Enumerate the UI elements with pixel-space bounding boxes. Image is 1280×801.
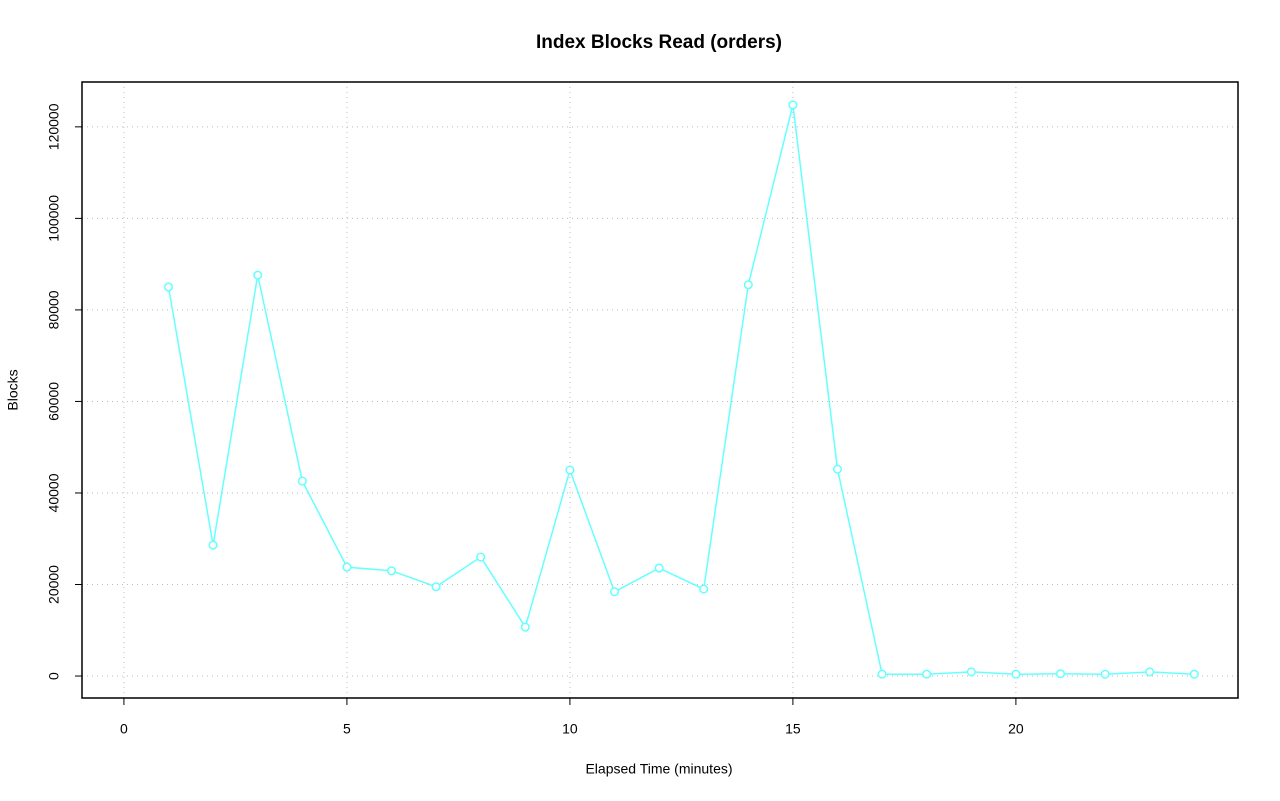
data-point <box>342 562 352 572</box>
data-line <box>167 104 1195 675</box>
x-tick-label: 15 <box>785 721 801 737</box>
data-point <box>877 669 887 679</box>
data-point <box>966 667 976 677</box>
y-axis-label: Blocks <box>5 369 21 410</box>
data-point <box>163 282 174 292</box>
data-point <box>386 566 397 576</box>
data-point <box>699 584 709 594</box>
data-point <box>1145 667 1155 677</box>
data-point <box>253 270 263 280</box>
data-point <box>1189 669 1199 679</box>
data-point <box>1100 669 1110 679</box>
y-tick-label: 100000 <box>46 195 62 242</box>
data-point <box>565 465 575 475</box>
y-tick-label: 40000 <box>46 473 62 512</box>
chart-title: Index Blocks Read (orders) <box>536 32 782 53</box>
x-axis-label: Elapsed Time (minutes) <box>585 761 732 777</box>
y-tick-label: 120000 <box>46 103 62 150</box>
data-point <box>476 552 486 562</box>
x-tick-label: 10 <box>562 721 578 737</box>
data-point <box>654 563 664 573</box>
data-point <box>609 587 620 597</box>
data-point <box>431 582 441 592</box>
data-point <box>1055 669 1066 679</box>
y-tick-label: 60000 <box>46 382 62 421</box>
y-tick-label: 20000 <box>46 565 62 604</box>
x-tick-label: 0 <box>120 721 128 737</box>
data-point <box>832 464 843 474</box>
data-point <box>208 540 218 550</box>
plot-frame <box>81 81 1239 699</box>
y-tick-label: 0 <box>46 672 62 680</box>
data-point <box>922 669 932 679</box>
x-tick-label: 5 <box>343 721 351 737</box>
data-point <box>297 476 307 486</box>
y-tick-label: 80000 <box>46 290 62 329</box>
data-point <box>520 622 530 632</box>
data-point <box>788 100 798 110</box>
data-point <box>1011 669 1021 679</box>
x-tick-label: 20 <box>1008 721 1024 737</box>
data-point <box>743 280 753 290</box>
